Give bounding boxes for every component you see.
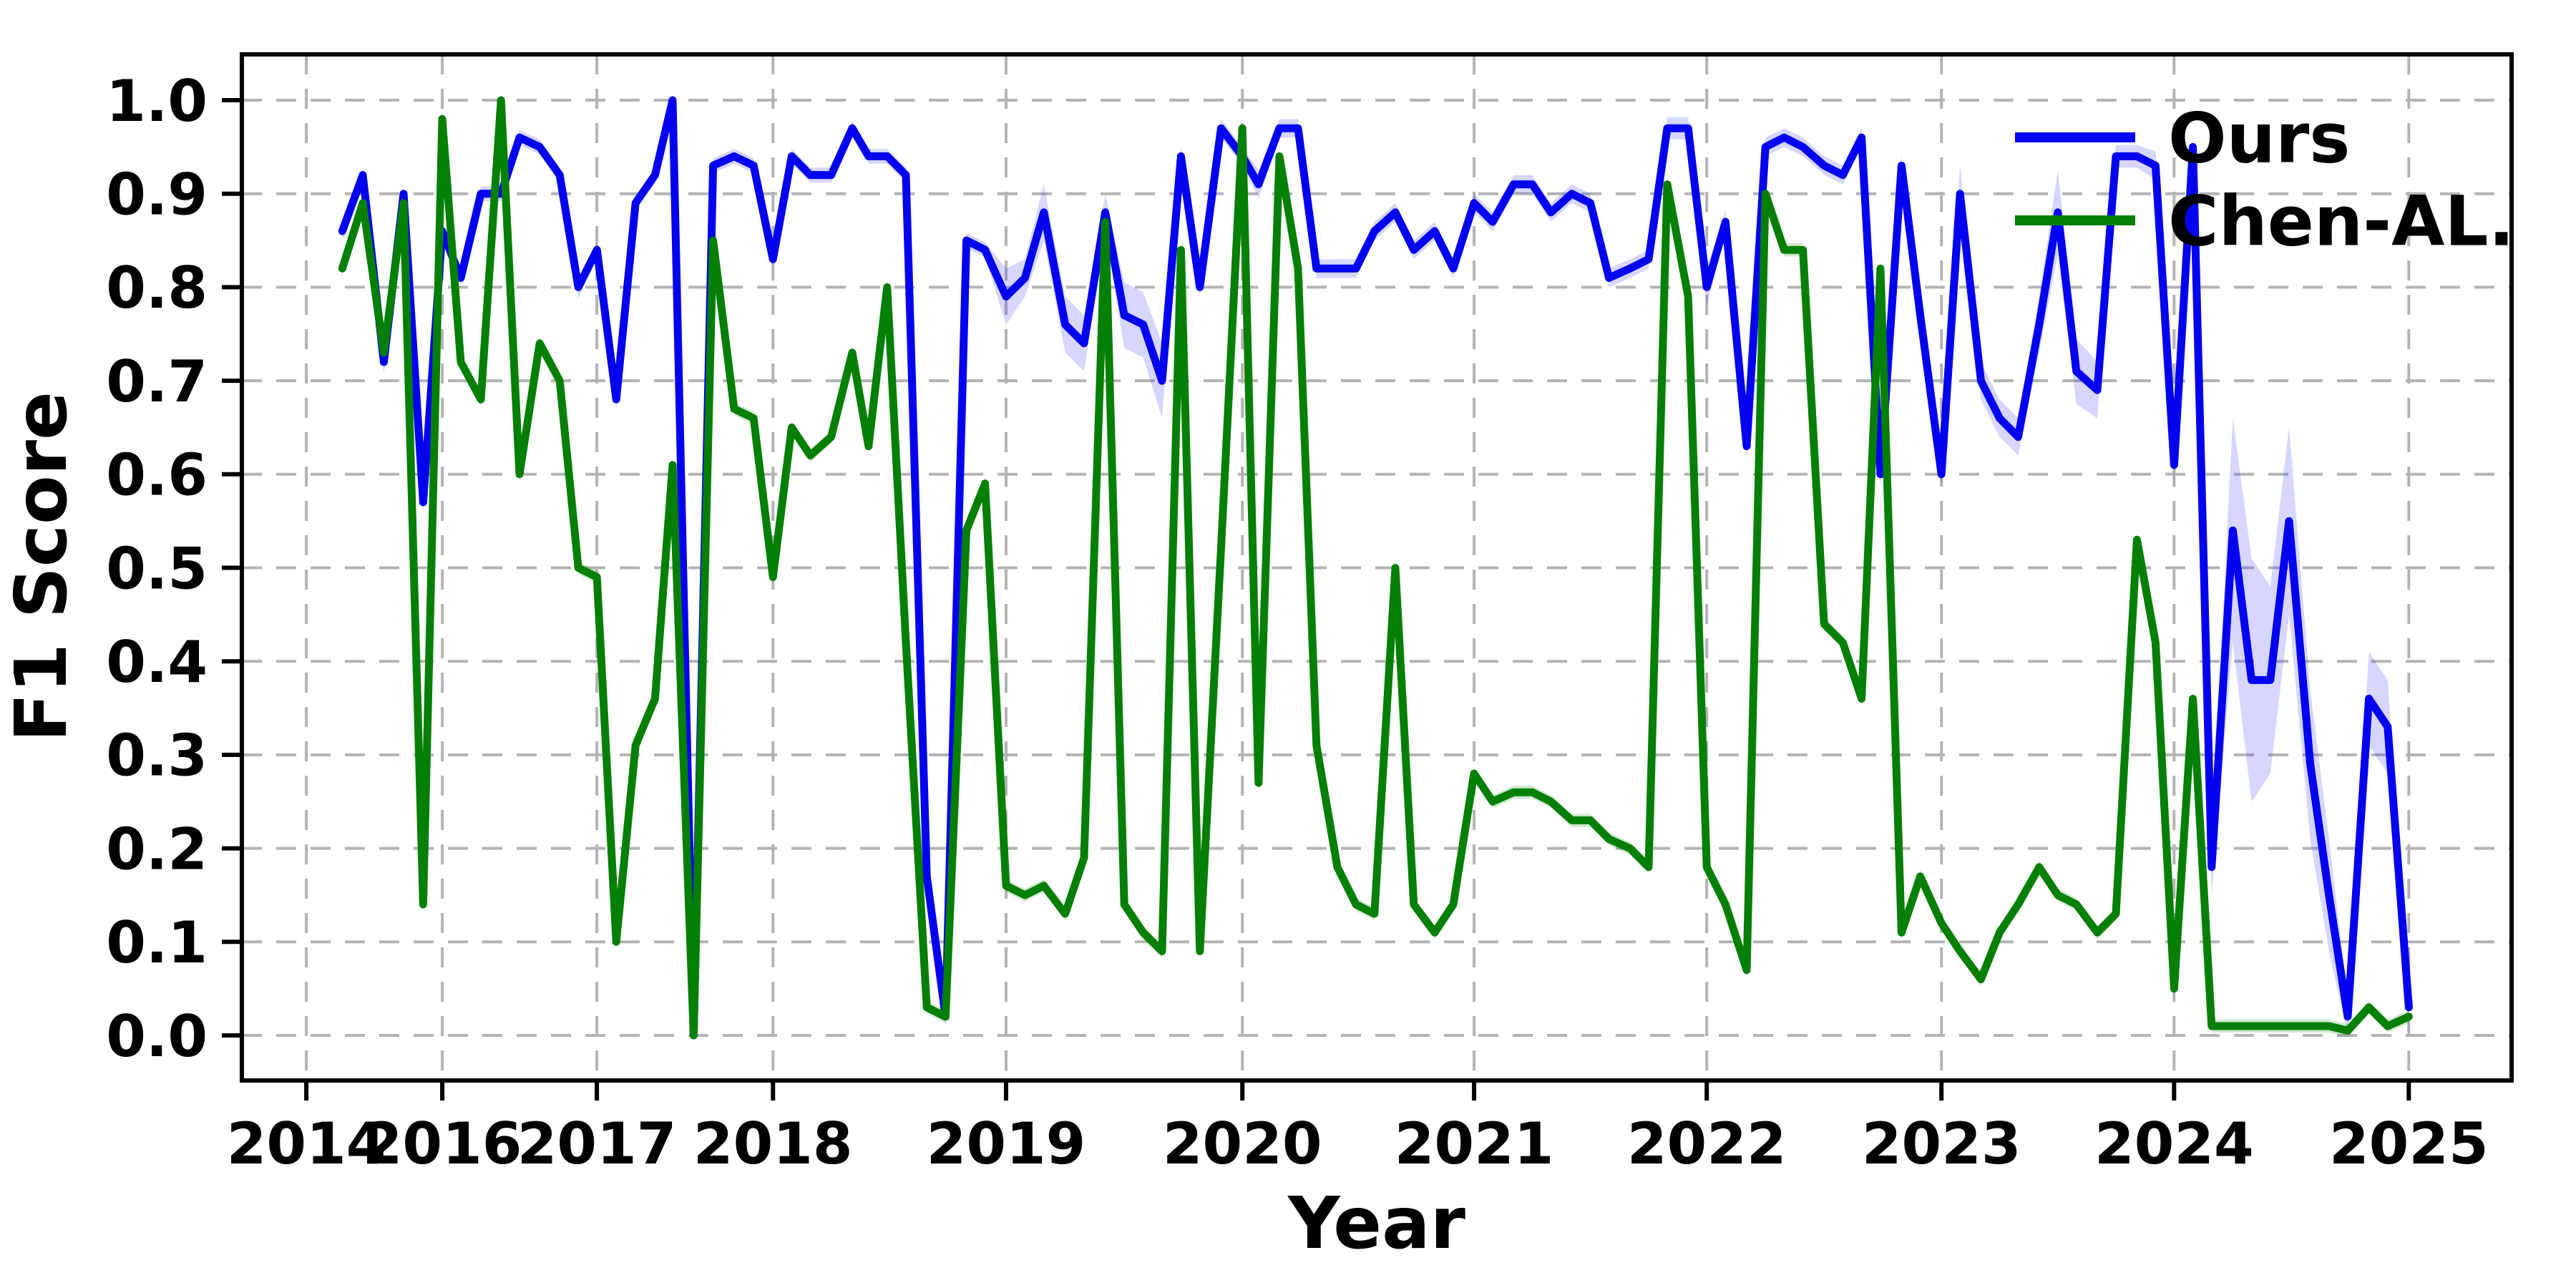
legend-label-ours: Ours [2168, 99, 2350, 179]
x-tick-label-2021: 2021 [1395, 1111, 1554, 1177]
x-tick-label-2022: 2022 [1627, 1111, 1787, 1177]
x-tick-label-2024: 2024 [2094, 1111, 2254, 1177]
y-tick-label-0.2: 0.2 [106, 816, 208, 882]
tick-mark-layer [222, 98, 2411, 1101]
x-tick-label-2018: 2018 [693, 1111, 853, 1177]
x-tick-label-2016: 2016 [363, 1111, 522, 1177]
y-tick-label-0.8: 0.8 [106, 255, 208, 321]
x-axis-title: Year [1287, 1181, 1466, 1265]
x-tick-label-2020: 2020 [1163, 1111, 1322, 1177]
y-tick-label-0.9: 0.9 [106, 162, 208, 228]
y-axis-title: F1 Score [0, 391, 83, 742]
legend: Ours Chen-AL. [2015, 99, 2514, 262]
y-tick-label-0.7: 0.7 [106, 348, 208, 415]
y-tick-label-0.0: 0.0 [106, 1003, 208, 1070]
series-line-ours [338, 96, 2413, 1040]
y-tick-label-0.6: 0.6 [106, 442, 208, 509]
x-tick-label-2025: 2025 [2329, 1111, 2489, 1177]
y-tick-label-0.4: 0.4 [106, 629, 208, 696]
y-tick-label-0.5: 0.5 [106, 535, 208, 602]
y-tick-label-1.0: 1.0 [106, 68, 208, 135]
series-line-layer [338, 96, 2413, 1040]
legend-label-chen-al: Chen-AL. [2168, 182, 2514, 262]
y-tick-label-0.1: 0.1 [106, 909, 208, 976]
x-tick-label-2014: 2014 [227, 1111, 386, 1177]
tick-label-layer: 1.00.90.80.70.60.50.40.30.20.10.02014201… [106, 68, 2488, 1177]
y-tick-label-0.3: 0.3 [106, 723, 208, 789]
x-tick-label-2017: 2017 [517, 1111, 677, 1177]
x-tick-label-2019: 2019 [927, 1111, 1086, 1177]
x-tick-label-2023: 2023 [1862, 1111, 2021, 1177]
series-line-chen-al [338, 96, 2413, 1040]
